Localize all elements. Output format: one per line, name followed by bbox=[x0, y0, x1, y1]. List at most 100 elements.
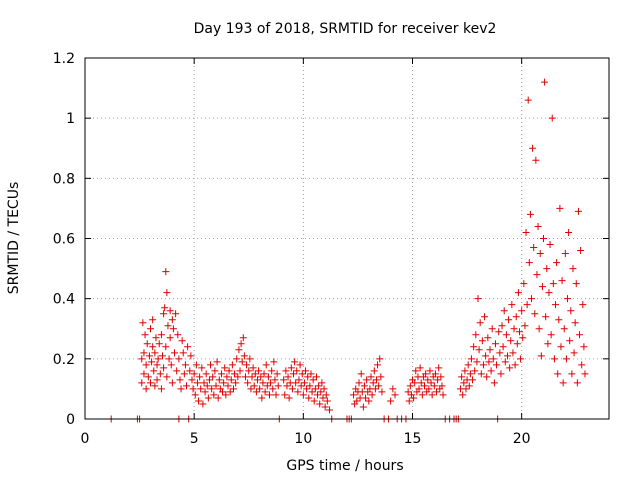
data-point bbox=[245, 367, 253, 375]
data-point bbox=[144, 373, 152, 381]
x-tick-label: 15 bbox=[404, 431, 422, 447]
data-point bbox=[515, 328, 523, 336]
data-point bbox=[153, 361, 161, 369]
data-point bbox=[580, 343, 588, 351]
data-point bbox=[251, 370, 259, 378]
x-tick-label: 10 bbox=[294, 431, 312, 447]
data-point bbox=[565, 228, 573, 236]
data-point bbox=[544, 340, 552, 348]
data-point bbox=[140, 370, 148, 378]
data-point bbox=[180, 370, 188, 378]
data-point bbox=[476, 319, 484, 327]
data-point bbox=[173, 367, 181, 375]
data-point bbox=[464, 361, 472, 369]
data-point bbox=[509, 349, 517, 357]
data-point bbox=[271, 376, 279, 384]
data-point bbox=[360, 382, 368, 390]
data-point bbox=[215, 376, 223, 384]
data-point bbox=[162, 343, 170, 351]
data-point bbox=[531, 310, 539, 318]
data-point bbox=[189, 385, 197, 393]
data-point bbox=[554, 370, 562, 378]
data-point bbox=[283, 382, 291, 390]
data-point bbox=[570, 349, 578, 357]
data-point bbox=[471, 367, 479, 375]
data-point bbox=[142, 385, 150, 393]
data-point bbox=[224, 382, 232, 390]
data-point bbox=[415, 385, 423, 393]
data-point bbox=[437, 373, 445, 381]
data-point bbox=[438, 382, 446, 390]
data-point bbox=[501, 358, 509, 366]
data-point bbox=[227, 376, 235, 384]
data-point bbox=[489, 355, 497, 363]
data-points bbox=[107, 78, 589, 423]
data-point bbox=[545, 289, 553, 297]
data-point bbox=[213, 358, 221, 366]
data-point bbox=[481, 313, 489, 321]
data-point bbox=[410, 394, 418, 402]
data-point bbox=[148, 358, 156, 366]
data-point bbox=[404, 388, 412, 396]
data-point bbox=[374, 361, 382, 369]
data-point bbox=[470, 343, 478, 351]
data-point bbox=[466, 370, 474, 378]
data-point bbox=[208, 385, 216, 393]
data-point bbox=[198, 364, 206, 372]
data-point bbox=[552, 301, 560, 309]
data-point bbox=[428, 391, 436, 399]
data-point bbox=[482, 352, 490, 360]
data-point bbox=[294, 388, 302, 396]
data-point bbox=[219, 388, 227, 396]
data-point bbox=[311, 385, 319, 393]
data-point bbox=[250, 382, 258, 390]
data-point bbox=[517, 355, 525, 363]
data-point bbox=[281, 391, 289, 399]
data-point bbox=[249, 364, 257, 372]
data-point bbox=[284, 373, 292, 381]
data-point bbox=[478, 337, 486, 345]
data-point bbox=[187, 352, 195, 360]
data-point bbox=[139, 319, 147, 327]
data-point bbox=[269, 385, 277, 393]
data-point bbox=[529, 144, 537, 152]
data-point bbox=[167, 361, 175, 369]
y-tick-label: 1.2 bbox=[53, 51, 75, 67]
data-point bbox=[174, 331, 182, 339]
data-point bbox=[368, 391, 376, 399]
data-point bbox=[534, 222, 542, 230]
data-point bbox=[155, 340, 163, 348]
data-point bbox=[530, 244, 538, 252]
data-point bbox=[140, 349, 148, 357]
data-point bbox=[263, 382, 271, 390]
data-point bbox=[163, 289, 171, 297]
data-point bbox=[417, 379, 425, 387]
data-point bbox=[561, 250, 569, 258]
data-point bbox=[566, 337, 574, 345]
data-point bbox=[153, 376, 161, 384]
data-point bbox=[166, 334, 174, 342]
data-point bbox=[292, 379, 300, 387]
data-point bbox=[190, 370, 198, 378]
data-point bbox=[535, 325, 543, 333]
data-point bbox=[247, 385, 255, 393]
data-point bbox=[479, 361, 487, 369]
data-point bbox=[307, 370, 315, 378]
data-point bbox=[321, 403, 329, 411]
data-point bbox=[268, 367, 276, 375]
data-point bbox=[359, 403, 367, 411]
data-point bbox=[495, 328, 503, 336]
data-point bbox=[220, 379, 228, 387]
data-point bbox=[526, 210, 534, 218]
data-point bbox=[157, 385, 165, 393]
data-point bbox=[581, 370, 589, 378]
data-point bbox=[246, 355, 254, 363]
data-point bbox=[315, 382, 323, 390]
data-point bbox=[258, 394, 266, 402]
data-point bbox=[150, 367, 158, 375]
data-point bbox=[234, 373, 242, 381]
data-point bbox=[264, 373, 272, 381]
data-point bbox=[465, 382, 473, 390]
data-point bbox=[493, 361, 501, 369]
data-point bbox=[502, 331, 510, 339]
